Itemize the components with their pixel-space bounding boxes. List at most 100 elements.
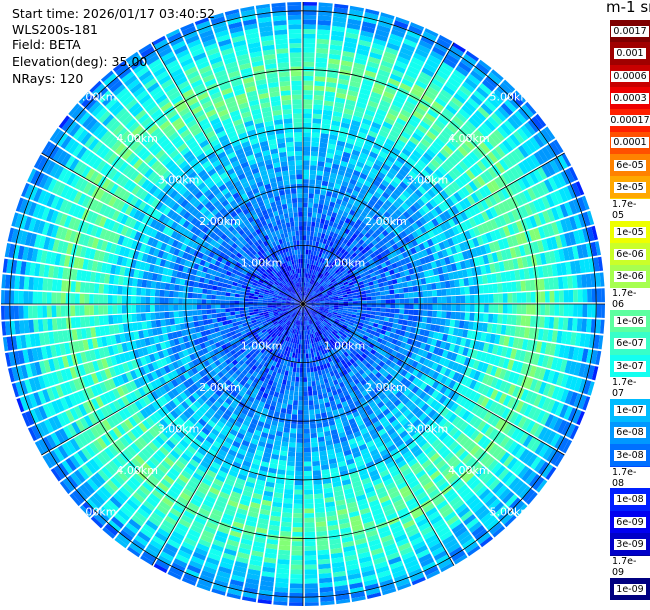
range-gate — [548, 415, 559, 430]
range-gate — [339, 126, 349, 134]
range-gate — [342, 310, 348, 314]
range-gate — [328, 310, 333, 314]
range-gate — [469, 415, 479, 426]
range-gate — [307, 216, 312, 222]
range-gate — [337, 324, 343, 329]
range-gate — [540, 341, 547, 354]
range-gate — [373, 319, 380, 324]
range-gate — [506, 198, 516, 210]
range-gate — [330, 125, 340, 132]
range-gate — [310, 290, 315, 295]
range-gate — [324, 299, 330, 302]
range-gate — [439, 148, 451, 159]
range-gate — [305, 305, 310, 309]
range-gate — [376, 264, 383, 270]
range-gate — [434, 243, 442, 252]
range-gate — [332, 323, 337, 328]
range-gate — [319, 307, 325, 310]
range-gate — [316, 290, 321, 294]
range-gate — [317, 261, 322, 267]
range-gate — [440, 375, 448, 385]
range-gate — [303, 263, 305, 269]
range-gate — [576, 411, 585, 426]
range-gate — [342, 345, 349, 352]
range-gate — [329, 305, 334, 308]
range-gate — [315, 222, 320, 228]
range-gate — [380, 291, 386, 296]
range-gate — [555, 358, 563, 372]
range-gate — [292, 367, 297, 373]
range-gate — [456, 89, 469, 101]
range-gate — [394, 159, 404, 169]
range-gate — [308, 188, 315, 194]
range-gate — [541, 164, 552, 178]
range-gate — [310, 250, 314, 256]
range-gate — [336, 88, 348, 95]
range-gate — [371, 232, 378, 239]
range-gate — [332, 313, 337, 317]
range-gate — [366, 346, 373, 353]
range-gate — [554, 290, 560, 303]
range-gate — [348, 249, 355, 256]
range-gate — [475, 350, 483, 361]
range-gate — [469, 379, 478, 390]
range-gate — [353, 201, 361, 208]
range-gate — [514, 349, 522, 361]
range-gate — [312, 270, 316, 275]
range-gate — [323, 171, 331, 178]
range-gate — [512, 500, 525, 514]
range-gate — [460, 375, 469, 386]
range-gate — [311, 446, 319, 453]
range-gate — [303, 2, 317, 6]
range-gate — [322, 311, 328, 315]
range-gate — [536, 410, 546, 424]
range-gate — [426, 238, 434, 247]
range-gate — [344, 274, 351, 279]
range-gate — [533, 168, 544, 182]
range-gate — [303, 52, 315, 58]
range-gate — [431, 389, 440, 399]
range-gate — [455, 432, 466, 444]
range-gate — [340, 226, 347, 233]
range-gate — [529, 215, 538, 228]
range-gate — [424, 375, 432, 384]
range-gate — [533, 134, 545, 148]
range-gate — [304, 291, 306, 297]
range-gate — [338, 295, 343, 299]
range-gate — [379, 99, 391, 108]
range-gate — [410, 327, 416, 334]
range-gate — [576, 318, 583, 332]
range-gate — [341, 117, 352, 125]
range-gate — [352, 295, 358, 299]
range-gate — [342, 232, 348, 239]
range-gate — [366, 221, 374, 229]
range-gate — [364, 109, 376, 117]
range-gate — [311, 137, 320, 143]
range-gate — [380, 272, 386, 278]
range-gate — [506, 236, 514, 248]
range-gate — [328, 327, 334, 333]
range-gate — [502, 213, 512, 225]
range-gate — [544, 342, 552, 355]
range-gate — [475, 466, 487, 478]
range-gate — [419, 71, 433, 82]
range-gate — [389, 376, 397, 384]
range-gate — [425, 323, 431, 331]
range-gate — [582, 304, 588, 318]
range-gate — [540, 128, 553, 143]
range-gate — [314, 246, 318, 252]
range-gate — [360, 228, 368, 236]
range-gate — [342, 113, 353, 120]
range-gate — [358, 333, 365, 338]
range-gate — [528, 267, 535, 279]
range-gate — [310, 302, 316, 304]
range-gate — [440, 190, 449, 200]
range-gate — [388, 284, 394, 290]
range-gate — [349, 178, 357, 186]
range-gate — [502, 225, 511, 237]
range-gate — [414, 210, 423, 219]
range-gate — [433, 155, 444, 166]
range-gate — [436, 289, 442, 297]
range-gate — [479, 408, 489, 420]
range-gate — [303, 452, 311, 457]
